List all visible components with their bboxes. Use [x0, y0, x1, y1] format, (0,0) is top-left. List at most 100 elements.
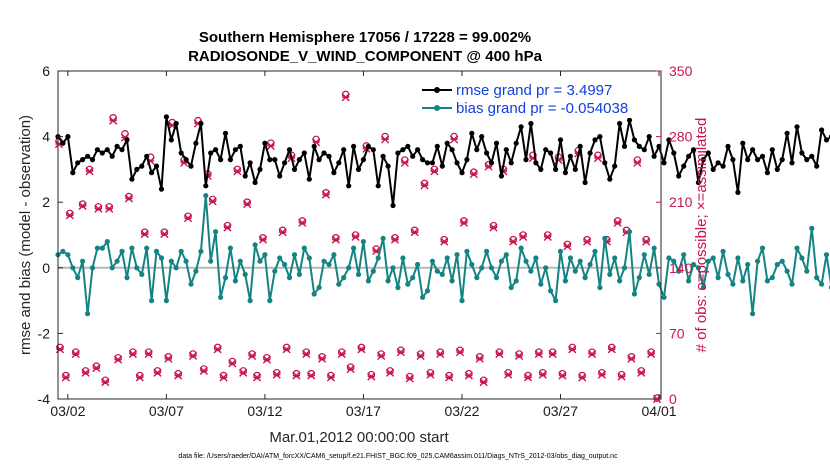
obs-possible-point [322, 189, 330, 197]
obs-assimilated-point [337, 349, 346, 359]
obs-possible-point [563, 240, 572, 249]
obs-assimilated-point [128, 349, 137, 359]
rmse-series-point [469, 130, 475, 136]
obs-possible-point [436, 348, 445, 356]
obs-possible-point [129, 348, 137, 356]
obs-possible-point [456, 346, 464, 355]
rmse-series-point [242, 173, 248, 179]
rmse-series-point [523, 157, 529, 163]
obs-possible-point [66, 209, 74, 218]
bias-series-point [646, 271, 652, 277]
bias-series-point [597, 284, 603, 291]
bias-series-point [267, 298, 273, 304]
rmse-series-point [661, 160, 667, 166]
rmse-series-point [390, 202, 396, 209]
rmse-series-point [208, 150, 214, 156]
rmse-series-point [341, 147, 347, 153]
rmse-series-point [70, 170, 76, 176]
obs-possible-point [377, 350, 385, 358]
bias-series-point [65, 252, 71, 258]
bias-series-point [730, 281, 736, 287]
rmse-series-point [493, 140, 500, 146]
rmse-series-point [198, 120, 204, 127]
obs-assimilated-point [92, 363, 101, 373]
bias-series-point [222, 275, 229, 281]
bias-series-point [341, 275, 347, 281]
obs-assimilated-point [377, 351, 386, 360]
bias-series-point [405, 281, 411, 287]
bias-series-point [577, 258, 583, 264]
rmse-series-point [459, 170, 465, 176]
bias-series-point [769, 275, 775, 281]
y-axis-left: -4 -2 0 2 4 6 [38, 63, 63, 407]
rmse-series-point [85, 153, 91, 159]
obs-possible-point [479, 376, 488, 385]
rmse-series-point [636, 143, 642, 149]
bias-series-point [247, 298, 253, 304]
obs-possible-point [440, 235, 449, 244]
bias-series-point [814, 275, 820, 281]
rmse-series-point [129, 176, 135, 182]
obs-assimilated-point [94, 204, 103, 213]
bias-series-point [641, 252, 647, 258]
obs-possible-point [239, 367, 248, 375]
bias-series-point [390, 265, 396, 271]
bias-series-point [479, 265, 485, 271]
bias-series-point [626, 229, 633, 235]
bias-series-point [710, 255, 716, 261]
bias-series-point [636, 275, 642, 281]
obs-assimilated-point [593, 154, 603, 163]
rmse-series-point [291, 166, 298, 172]
rmse-series-point [503, 147, 509, 153]
rmse-series-point [750, 147, 756, 153]
bias-series-point [661, 294, 667, 300]
bias-series-point [351, 245, 357, 251]
bias-series-point [572, 268, 578, 274]
obs-possible-point [568, 343, 577, 352]
obs-possible-point [495, 348, 504, 356]
bias-series-point [700, 284, 707, 291]
obs-assimilated-point [583, 237, 592, 246]
rmse-series-point [385, 163, 391, 169]
rmse-series-point [612, 163, 618, 169]
rmse-series-point [479, 134, 485, 140]
bias-series-point [198, 248, 204, 254]
bias-series-point [651, 245, 657, 251]
rmse-series-point [548, 150, 554, 156]
rmse-series-point [429, 160, 435, 166]
rmse-series-point [597, 134, 603, 140]
rmse-series-point [104, 147, 110, 153]
bias-series-point [153, 248, 160, 254]
rmse-series-point [282, 160, 288, 166]
obs-assimilated-point [627, 354, 636, 363]
obs-possible-point [578, 371, 586, 380]
bias-series-point [587, 261, 593, 268]
rmse-series-point [153, 163, 160, 169]
obs-assimilated-point [248, 351, 257, 360]
rmse-series-point [641, 147, 647, 153]
obs-possible-point [524, 371, 532, 380]
bias-series-point [188, 281, 194, 287]
bias-series-point [149, 298, 155, 304]
obs-assimilated-point [420, 181, 429, 190]
x-tick-label: 04/01 [642, 403, 677, 419]
rmse-series-point [321, 150, 327, 156]
obs-assimilated-point [223, 223, 232, 232]
bias-series-point [114, 258, 120, 264]
bias-series-point [779, 258, 785, 264]
rmse-series-point [400, 147, 406, 153]
rmse-series-point [592, 137, 598, 143]
rmse-series-point [237, 143, 243, 149]
chart-title: Southern Hemisphere 17056 / 17228 = 99.0… [199, 29, 531, 46]
obs-assimilated-point [71, 349, 80, 359]
obs-possible-point [153, 367, 162, 375]
legend-bias-label: bias grand pr = -0.054038 [456, 100, 628, 117]
obs-assimilated-point [534, 349, 543, 359]
obs-assimilated-point [548, 349, 557, 359]
bias-series-point [809, 225, 815, 231]
y-tick-label: -4 [38, 391, 51, 407]
rmse-series-point [262, 140, 268, 146]
obs-assimilated-point [292, 371, 301, 380]
bias-series-point [163, 298, 169, 304]
obs-possible-point [475, 353, 484, 361]
